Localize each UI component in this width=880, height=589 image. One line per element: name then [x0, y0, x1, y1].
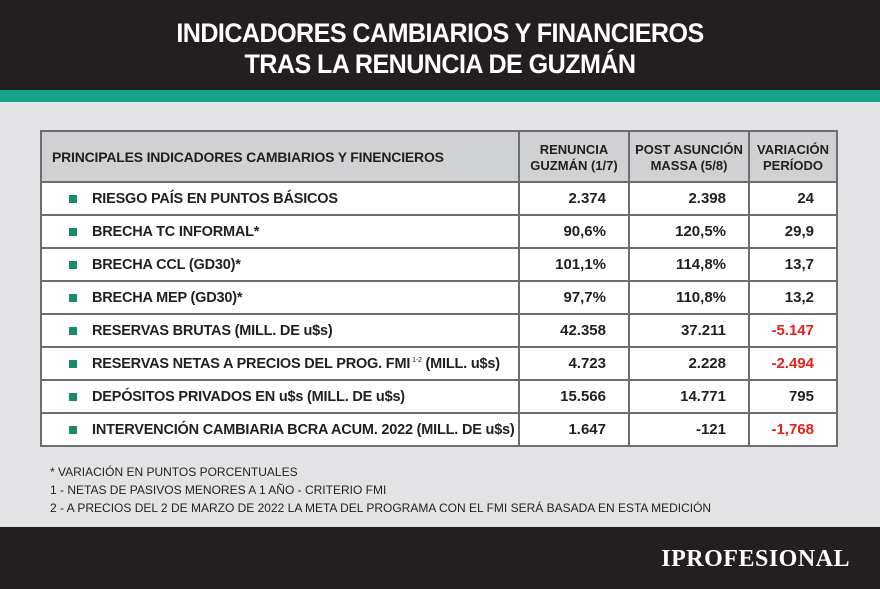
row-label-text: RESERVAS NETAS A PRECIOS DEL PROG. FMI 1-…: [92, 356, 500, 372]
cell-post: 110,8%: [628, 280, 750, 315]
row-label-text: BRECHA MEP (GD30)*: [92, 289, 243, 306]
cell-renuncia: 97,7%: [518, 280, 630, 315]
table-row: DEPÓSITOS PRIVADOS EN u$s (MILL. DE u$s)…: [40, 379, 838, 414]
footnote-reference: 1-2: [412, 356, 422, 364]
header-renuncia-line1: RENUNCIA: [539, 141, 609, 157]
row-label: BRECHA CCL (GD30)*: [40, 247, 520, 282]
row-label-text: RESERVAS BRUTAS (MILL. DE u$s): [92, 322, 333, 339]
header-variacion-line2: PERÍODO: [763, 157, 823, 173]
row-label: BRECHA MEP (GD30)*: [40, 280, 520, 315]
cell-post: 120,5%: [628, 214, 750, 249]
row-label: INTERVENCIÓN CAMBIARIA BCRA ACUM. 2022 (…: [40, 412, 520, 447]
cell-post: -121: [628, 412, 750, 447]
cell-renuncia: 1.647: [518, 412, 630, 447]
header-banner: INDICADORES CAMBIARIOS Y FINANCIEROS TRA…: [0, 0, 880, 90]
table-header-row: PRINCIPALES INDICADORES CAMBIARIOS Y FIN…: [40, 130, 838, 183]
cell-renuncia: 15.566: [518, 379, 630, 414]
row-label: DEPÓSITOS PRIVADOS EN u$s (MILL. DE u$s): [40, 379, 520, 414]
cell-post: 2.228: [628, 346, 750, 381]
row-label-text: BRECHA CCL (GD30)*: [92, 256, 241, 273]
table-row: RIESGO PAÍS EN PUNTOS BÁSICOS 2.374 2.39…: [40, 181, 838, 216]
row-label-text: RIESGO PAÍS EN PUNTOS BÁSICOS: [92, 190, 338, 207]
cell-variacion-negative: -2.494: [748, 346, 838, 381]
row-label-text: INTERVENCIÓN CAMBIARIA BCRA ACUM. 2022 (…: [92, 421, 515, 438]
square-bullet-icon: [69, 327, 77, 335]
row-label-unit: (MILL. u$s): [421, 355, 501, 372]
cell-post: 37.211: [628, 313, 750, 348]
indicators-table-container: PRINCIPALES INDICADORES CAMBIARIOS Y FIN…: [40, 130, 838, 447]
cell-post: 14.771: [628, 379, 750, 414]
footnote-2: 1 - NETAS DE PASIVOS MENORES A 1 AÑO - C…: [50, 483, 387, 497]
table-row: BRECHA TC INFORMAL* 90,6% 120,5% 29,9: [40, 214, 838, 249]
square-bullet-icon: [69, 261, 77, 269]
cell-renuncia: 90,6%: [518, 214, 630, 249]
header-post-line2: MASSA (5/8): [650, 157, 728, 173]
table-row: BRECHA CCL (GD30)* 101,1% 114,8% 13,7: [40, 247, 838, 282]
cell-variacion-negative: -1,768: [748, 412, 838, 447]
header-variacion: VARIACIÓN PERÍODO: [748, 130, 838, 183]
cell-renuncia: 2.374: [518, 181, 630, 216]
header-indicators: PRINCIPALES INDICADORES CAMBIARIOS Y FIN…: [40, 130, 520, 183]
row-label-main: RESERVAS NETAS A PRECIOS DEL PROG. FMI: [92, 355, 411, 372]
row-label-text: BRECHA TC INFORMAL*: [92, 223, 260, 240]
cell-variacion: 13,2: [748, 280, 838, 315]
page-title-line-1: INDICADORES CAMBIARIOS Y FINANCIEROS: [176, 18, 704, 48]
cell-post: 2.398: [628, 181, 750, 216]
cell-variacion: 29,9: [748, 214, 838, 249]
cell-renuncia: 101,1%: [518, 247, 630, 282]
cell-post: 114,8%: [628, 247, 750, 282]
brand-logo: IPROFESIONAL: [661, 546, 850, 572]
cell-variacion: 24: [748, 181, 838, 216]
footnotes: * VARIACIÓN EN PUNTOS PORCENTUALES 1 - N…: [50, 463, 711, 517]
header-post-line1: POST ASUNCIÓN: [635, 141, 743, 157]
row-label: RIESGO PAÍS EN PUNTOS BÁSICOS: [40, 181, 520, 216]
header-renuncia-line2: GUZMÁN (1/7): [530, 157, 618, 173]
cell-renuncia: 4.723: [518, 346, 630, 381]
cell-variacion: 13,7: [748, 247, 838, 282]
cell-variacion-negative: -5.147: [748, 313, 838, 348]
table-row: BRECHA MEP (GD30)* 97,7% 110,8% 13,2: [40, 280, 838, 315]
row-label-text: DEPÓSITOS PRIVADOS EN u$s (MILL. DE u$s): [92, 388, 405, 405]
square-bullet-icon: [69, 393, 77, 401]
square-bullet-icon: [69, 360, 77, 368]
cell-renuncia: 42.358: [518, 313, 630, 348]
table-row: RESERVAS BRUTAS (MILL. DE u$s) 42.358 37…: [40, 313, 838, 348]
footnote-1: * VARIACIÓN EN PUNTOS PORCENTUALES: [50, 465, 298, 479]
header-post-asuncion: POST ASUNCIÓN MASSA (5/8): [628, 130, 750, 183]
header-variacion-line1: VARIACIÓN: [757, 141, 829, 157]
square-bullet-icon: [69, 426, 77, 434]
footer-banner: IPROFESIONAL: [0, 527, 880, 589]
indicators-table: PRINCIPALES INDICADORES CAMBIARIOS Y FIN…: [40, 130, 838, 447]
header-renuncia: RENUNCIA GUZMÁN (1/7): [518, 130, 630, 183]
row-label: RESERVAS BRUTAS (MILL. DE u$s): [40, 313, 520, 348]
row-label: BRECHA TC INFORMAL*: [40, 214, 520, 249]
cell-variacion: 795: [748, 379, 838, 414]
square-bullet-icon: [69, 228, 77, 236]
square-bullet-icon: [69, 294, 77, 302]
page-title-line-2: TRAS LA RENUNCIA DE GUZMÁN: [244, 49, 637, 79]
table-row: INTERVENCIÓN CAMBIARIA BCRA ACUM. 2022 (…: [40, 412, 838, 447]
footnote-3: 2 - A PRECIOS DEL 2 DE MARZO DE 2022 LA …: [50, 501, 712, 515]
accent-divider: [0, 90, 880, 102]
square-bullet-icon: [69, 195, 77, 203]
row-label: RESERVAS NETAS A PRECIOS DEL PROG. FMI 1-…: [40, 346, 520, 381]
table-row: RESERVAS NETAS A PRECIOS DEL PROG. FMI 1-…: [40, 346, 838, 381]
